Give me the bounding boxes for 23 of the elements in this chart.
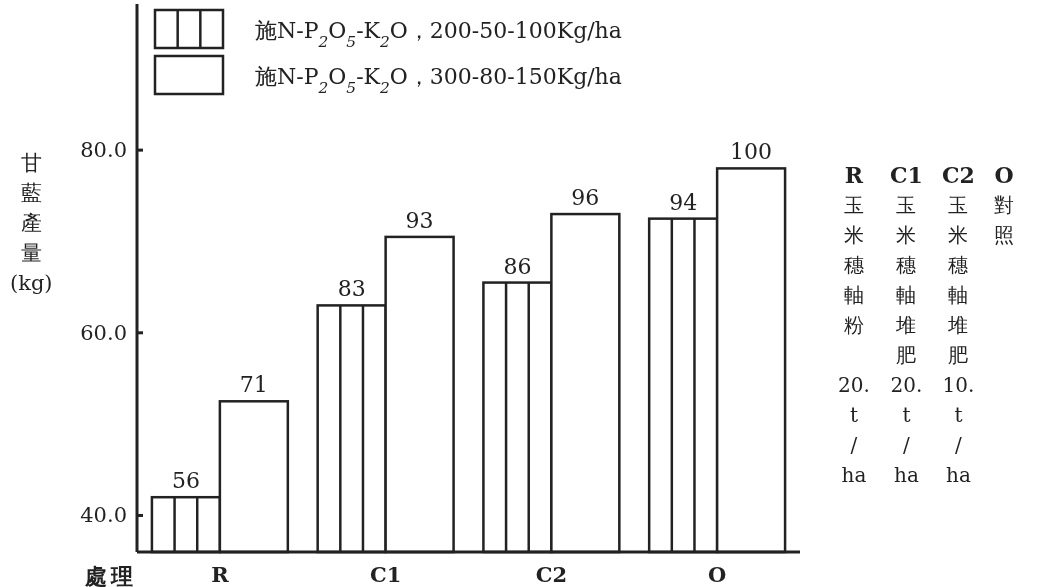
annotation: 56 bbox=[171, 468, 200, 494]
annotation: 86 bbox=[503, 253, 532, 279]
annotation: 100 bbox=[730, 139, 773, 165]
x-tick-label: O bbox=[707, 562, 727, 587]
text: C1 玉米穗軸堆肥 20. t / ha bbox=[890, 162, 923, 487]
y-tick-label: 80.0 bbox=[80, 138, 127, 163]
x-tick-label: R bbox=[211, 562, 230, 587]
annotation: 93 bbox=[405, 207, 434, 233]
text: O 對照 bbox=[994, 161, 1014, 249]
x-axis-title: 處理 bbox=[84, 563, 137, 587]
y-axis-title: 甘藍產量(kg) bbox=[10, 150, 53, 297]
annotation: 83 bbox=[337, 276, 366, 302]
annotation: 94 bbox=[669, 189, 698, 215]
x-tick-label: C2 bbox=[535, 562, 568, 587]
annotation: 71 bbox=[239, 372, 268, 398]
legend-label: 施N-P$_{2}$O$_{5}$-K$_{2}$O，200-50-100Kg/ha bbox=[255, 18, 622, 51]
legend-label: 施N-P$_{2}$O$_{5}$-K$_{2}$O，300-80-150Kg/ha bbox=[255, 64, 622, 97]
x-tick-label: C1 bbox=[369, 562, 402, 587]
text: C2 玉米穗軸堆肥 10. t / ha bbox=[942, 162, 975, 487]
text: R 玉米穗軸粉 20. t / ha bbox=[838, 162, 870, 487]
y-tick-label: 60.0 bbox=[80, 320, 127, 345]
annotation: 96 bbox=[571, 185, 600, 211]
y-tick-label: 40.0 bbox=[80, 503, 127, 528]
